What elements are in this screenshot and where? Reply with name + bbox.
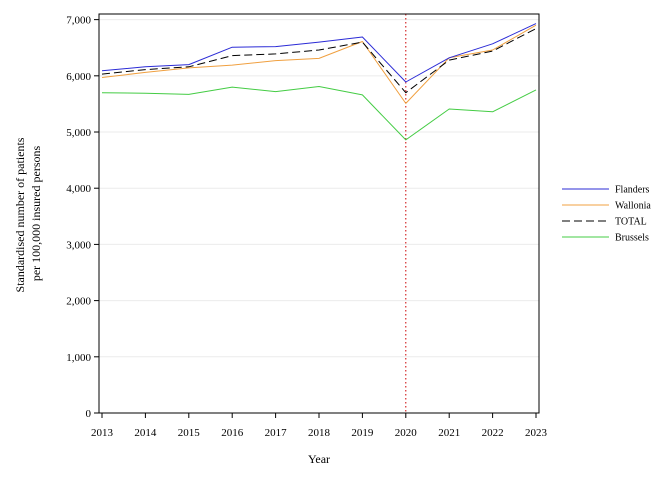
grid-lines bbox=[99, 19, 539, 358]
y-tick-label-3: 3,000 bbox=[66, 239, 91, 251]
y-tick-label-2: 2,000 bbox=[66, 296, 91, 308]
x-tick-label-0: 2013 bbox=[91, 427, 114, 439]
y-axis-title-line-2: per 100,000 insured persons bbox=[29, 146, 43, 282]
series-line-wallonia bbox=[101, 24, 537, 104]
x-tick-label-9: 2022 bbox=[482, 427, 504, 439]
x-tick-label-8: 2021 bbox=[438, 427, 460, 439]
x-axis: 2013 2014 2015 2016 2017 2018 2019 2020 2021 2022… bbox=[91, 413, 548, 439]
x-axis-title: Year bbox=[308, 452, 330, 466]
legend-label-total: TOTAL bbox=[615, 217, 647, 228]
y-tick-label-5: 5,000 bbox=[66, 127, 91, 139]
x-tick-label-7: 2020 bbox=[395, 427, 418, 439]
y-tick-label-0: 0 bbox=[86, 408, 92, 420]
y-axis: 0 1,000 2,000 3,000 4,000 5,000 6,000 7,000 bbox=[66, 15, 99, 420]
y-tick-label-6: 6,000 bbox=[66, 71, 91, 83]
x-tick-label-1: 2014 bbox=[134, 427, 157, 439]
x-tick-label-3: 2016 bbox=[221, 427, 244, 439]
series-line-flanders bbox=[101, 23, 537, 83]
series-line-brussels bbox=[101, 86, 537, 141]
x-tick-label-10: 2023 bbox=[525, 427, 548, 439]
y-tick-label-7: 7,000 bbox=[66, 15, 91, 27]
legend-label-flanders: Flanders bbox=[615, 185, 650, 196]
legend-label-wallonia: Wallonia bbox=[615, 201, 651, 212]
x-tick-label-4: 2017 bbox=[265, 427, 288, 439]
x-tick-label-2: 2015 bbox=[178, 427, 201, 439]
x-tick-label-6: 2019 bbox=[351, 427, 374, 439]
legend-label-brussels: Brussels bbox=[615, 233, 649, 244]
x-tick-label-5: 2018 bbox=[308, 427, 331, 439]
legend: Flanders Wallonia TOTAL Brussels bbox=[562, 185, 651, 244]
series-lines bbox=[101, 23, 537, 141]
y-tick-label-1: 1,000 bbox=[66, 352, 91, 364]
plot-frame bbox=[98, 13, 540, 414]
y-tick-label-4: 4,000 bbox=[66, 183, 91, 195]
series-line-total bbox=[101, 28, 537, 94]
y-axis-title-line-1: Standardised number of patients bbox=[13, 137, 27, 292]
y-axis-title: Standardised number of patients per 100,… bbox=[13, 135, 43, 293]
